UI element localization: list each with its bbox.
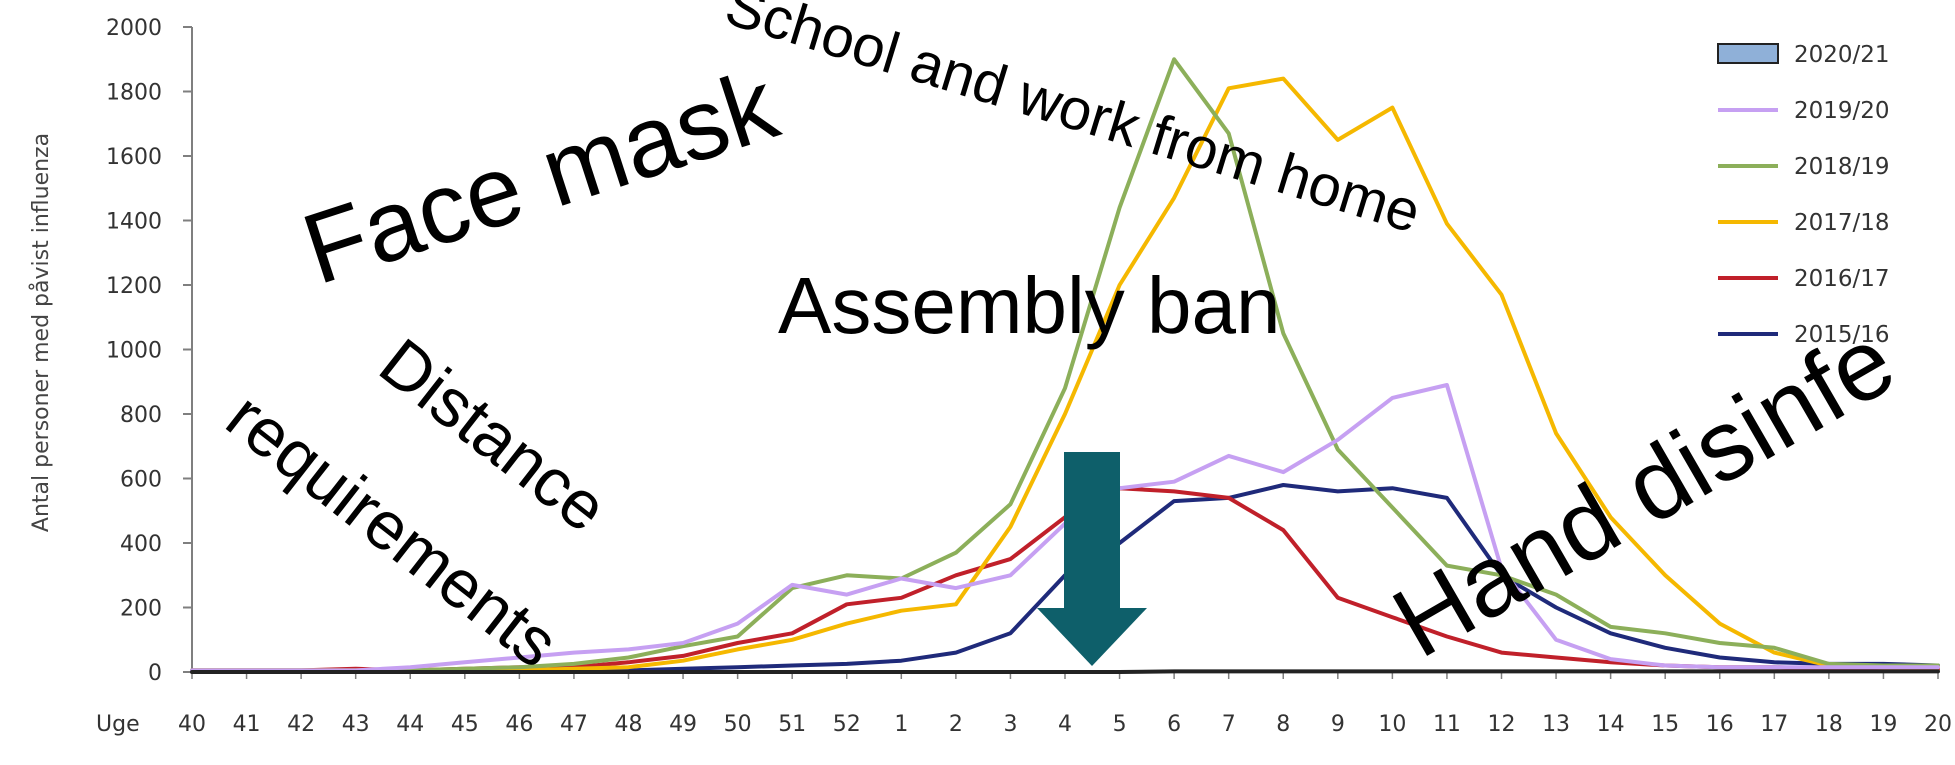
x-tick-label: 49 bbox=[669, 712, 697, 737]
x-tick-label: 3 bbox=[1003, 712, 1017, 737]
x-tick-label: 42 bbox=[287, 712, 315, 737]
x-tick-label: 46 bbox=[505, 712, 533, 737]
legend-2019-20-label: 2019/20 bbox=[1794, 98, 1890, 124]
down-arrow-shaft bbox=[1064, 452, 1120, 610]
x-tick-label: 1 bbox=[894, 712, 908, 737]
legend-2018-19-label: 2018/19 bbox=[1794, 154, 1890, 180]
x-tick-label: 7 bbox=[1222, 712, 1236, 737]
x-tick-label: 45 bbox=[451, 712, 479, 737]
x-tick-label: 19 bbox=[1869, 712, 1897, 737]
series-line-2018-19 bbox=[190, 57, 1940, 673]
x-tick-label: 13 bbox=[1542, 712, 1570, 737]
x-tick-label: 43 bbox=[342, 712, 370, 737]
x-tick-label: 18 bbox=[1815, 712, 1843, 737]
x-tick-label: 44 bbox=[396, 712, 424, 737]
chart-legend: 2020/21 2019/20 2018/19 2017/18 2016/17 2015/… bbox=[1717, 42, 1890, 348]
annotation-assembly-ban: Assembly ban bbox=[778, 261, 1280, 350]
x-tick-label: 10 bbox=[1378, 712, 1406, 737]
x-tick-label: 16 bbox=[1706, 712, 1734, 737]
x-tick-label: 9 bbox=[1331, 712, 1345, 737]
x-axis-prefix: Uge bbox=[96, 712, 140, 737]
y-tick-label: 600 bbox=[120, 468, 162, 493]
x-tick-label: 2 bbox=[949, 712, 963, 737]
y-tick-label: 1200 bbox=[106, 274, 162, 299]
y-axis-label: Antal personer med påvist influenza bbox=[28, 133, 54, 532]
x-tick-label: 51 bbox=[778, 712, 806, 737]
x-tick-label: 6 bbox=[1167, 712, 1181, 737]
chart-axes: 0 200 400 600 800 1000 1200 1400 1600 1800 2000 Uge… bbox=[28, 16, 1952, 737]
x-tick-label: 17 bbox=[1760, 712, 1788, 737]
annotation-face-mask: Face mask bbox=[290, 48, 791, 306]
x-tick-label: 14 bbox=[1597, 712, 1625, 737]
series-line-2020-21 bbox=[190, 669, 1940, 674]
y-tick-label: 0 bbox=[148, 661, 162, 686]
y-tick-label: 800 bbox=[120, 403, 162, 428]
y-tick-label: 2000 bbox=[106, 16, 162, 41]
y-tick-label: 1400 bbox=[106, 210, 162, 235]
y-tick-label: 400 bbox=[120, 532, 162, 557]
down-arrow-head bbox=[1037, 608, 1147, 666]
x-tick-label: 47 bbox=[560, 712, 588, 737]
x-tick-label: 52 bbox=[833, 712, 861, 737]
y-tick-label: 1600 bbox=[106, 145, 162, 170]
x-tick-label: 8 bbox=[1276, 712, 1290, 737]
annotation-hand-disinfection: Hand disinfe bbox=[1375, 304, 1912, 679]
legend-2015-16-label: 2015/16 bbox=[1794, 322, 1890, 348]
x-tick-label: 50 bbox=[724, 712, 752, 737]
x-tick-label: 41 bbox=[233, 712, 261, 737]
x-tick-label: 11 bbox=[1433, 712, 1461, 737]
legend-2017-18-label: 2017/18 bbox=[1794, 210, 1890, 236]
legend-2016-17-label: 2016/17 bbox=[1794, 266, 1890, 292]
legend-2020-21-swatch bbox=[1717, 43, 1779, 64]
x-tick-label: 15 bbox=[1651, 712, 1679, 737]
x-tick-label: 12 bbox=[1488, 712, 1516, 737]
legend-2020-21-label: 2020/21 bbox=[1794, 42, 1890, 68]
x-tick-label: 20 bbox=[1924, 712, 1952, 737]
x-tick-label: 48 bbox=[615, 712, 643, 737]
x-tick-label: 4 bbox=[1058, 712, 1072, 737]
x-tick-label: 40 bbox=[178, 712, 206, 737]
y-tick-label: 1800 bbox=[106, 81, 162, 106]
y-tick-label: 1000 bbox=[106, 339, 162, 364]
y-tick-label: 200 bbox=[120, 597, 162, 622]
x-tick-label: 5 bbox=[1113, 712, 1127, 737]
down-arrow bbox=[1037, 452, 1147, 666]
